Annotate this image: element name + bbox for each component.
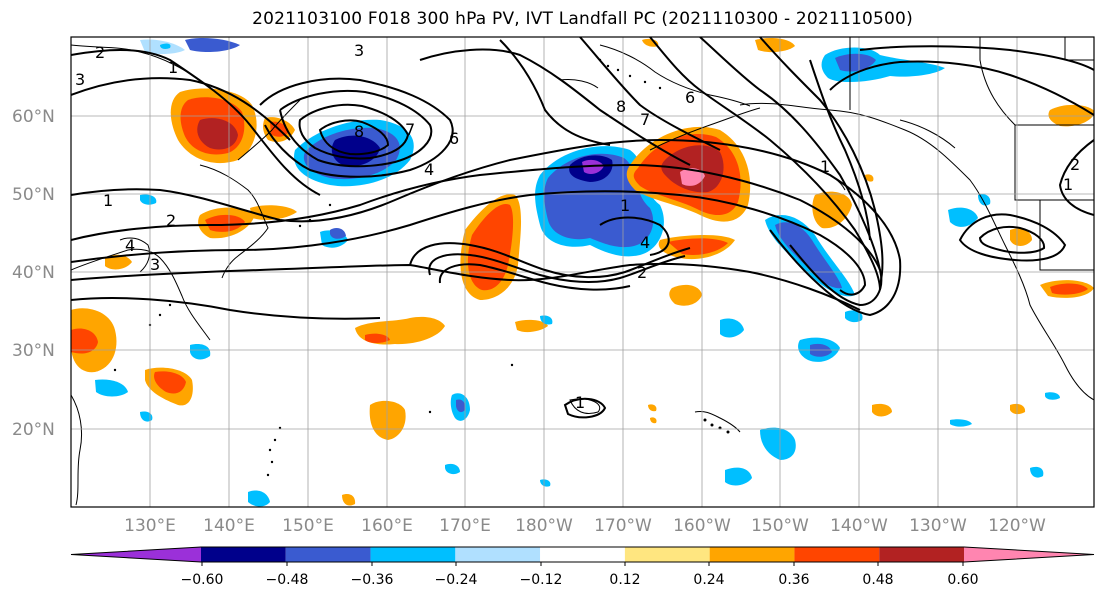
latitude-axis: 60°N 50°N 40°N 30°N 20°N xyxy=(12,107,55,440)
colorbar-label: 0.60 xyxy=(947,572,978,588)
lon-label: 170°E xyxy=(439,516,491,536)
lat-label: 60°N xyxy=(12,107,55,127)
contour-label: 8 xyxy=(354,122,364,141)
lon-label: 160°W xyxy=(673,516,731,536)
colorbar-segment xyxy=(540,547,625,562)
contour-label: 2 xyxy=(637,263,647,282)
lat-label: 50°N xyxy=(12,185,55,205)
colorbar-segment xyxy=(794,547,880,562)
lat-label: 40°N xyxy=(12,263,55,283)
lon-label: 130°W xyxy=(909,516,967,536)
contour-label: 7 xyxy=(640,110,650,129)
pv-contours xyxy=(71,37,1094,419)
colorbar-segment xyxy=(879,547,964,562)
contour-label: 1 xyxy=(820,157,830,176)
colorbar: −0.60 −0.48 −0.36 −0.24 −0.12 0.12 0.24 … xyxy=(70,546,1095,588)
colorbar-label: −0.24 xyxy=(435,572,478,588)
contour-label: 7 xyxy=(405,120,415,139)
contour-label: 2 xyxy=(95,43,105,62)
colorbar-segment xyxy=(964,547,1094,562)
colorbar-segment xyxy=(201,547,286,562)
colorbar-outline xyxy=(70,546,1095,563)
contour-label: 3 xyxy=(75,70,85,89)
contour-label: 6 xyxy=(449,129,459,148)
colorbar-label: −0.48 xyxy=(266,572,309,588)
colorbar-segment xyxy=(285,547,371,562)
colorbar-segment xyxy=(370,547,456,562)
contour-label: 1 xyxy=(1063,175,1073,194)
colorbar-segments xyxy=(70,546,1095,563)
contour-label: 4 xyxy=(640,233,650,252)
lon-label: 160°E xyxy=(361,516,413,536)
contour-label: 6 xyxy=(685,88,695,107)
contour-label: 3 xyxy=(150,255,160,274)
map-frame xyxy=(70,36,1095,508)
colorbar-segment xyxy=(71,547,201,562)
contour-label: 4 xyxy=(424,160,434,179)
colorbar-label: 0.24 xyxy=(693,572,724,588)
longitude-axis: 130°E 140°E 150°E 160°E 170°E 180°W 170°… xyxy=(124,516,1046,536)
lon-label: 120°W xyxy=(988,516,1046,536)
colorbar-label: −0.36 xyxy=(351,572,394,588)
colorbar-label: 0.12 xyxy=(609,572,640,588)
colorbar-segment xyxy=(455,547,541,562)
contour-label: 1 xyxy=(103,191,113,210)
colorbar-label: −0.12 xyxy=(520,572,563,588)
contour-label: 4 xyxy=(125,236,135,255)
colorbar-labels: −0.60 −0.48 −0.36 −0.24 −0.12 0.12 0.24 … xyxy=(181,572,979,588)
lon-label: 180°W xyxy=(515,516,573,536)
lat-label: 30°N xyxy=(12,341,55,361)
contour-label: 2 xyxy=(166,211,176,230)
lon-label: 150°E xyxy=(282,516,334,536)
contour-label: 1 xyxy=(168,58,178,77)
lon-label: 150°W xyxy=(751,516,809,536)
colorbar-label: 0.48 xyxy=(862,572,893,588)
lon-label: 140°E xyxy=(203,516,255,536)
lon-label: 140°W xyxy=(830,516,888,536)
contour-label: 1 xyxy=(575,393,585,412)
lat-label: 20°N xyxy=(12,420,55,440)
lon-label: 170°W xyxy=(594,516,652,536)
chart-title: 2021103100 F018 300 hPa PV, IVT Landfall… xyxy=(252,9,913,29)
contour-label: 1 xyxy=(620,196,630,215)
lon-label: 130°E xyxy=(124,516,176,536)
contour-label: 3 xyxy=(354,41,364,60)
contour-label: 2 xyxy=(1070,155,1080,174)
colorbar-ticks xyxy=(201,562,964,566)
colorbar-label: −0.60 xyxy=(181,572,224,588)
colorbar-segment xyxy=(709,547,795,562)
contour-labels: 2 1 3 8 7 6 4 1 2 3 4 3 2 1 4 6 7 8 1 1 … xyxy=(75,41,1080,412)
contour-label: 8 xyxy=(616,97,626,116)
colorbar-label: 0.36 xyxy=(778,572,809,588)
colorbar-segment xyxy=(624,547,710,562)
